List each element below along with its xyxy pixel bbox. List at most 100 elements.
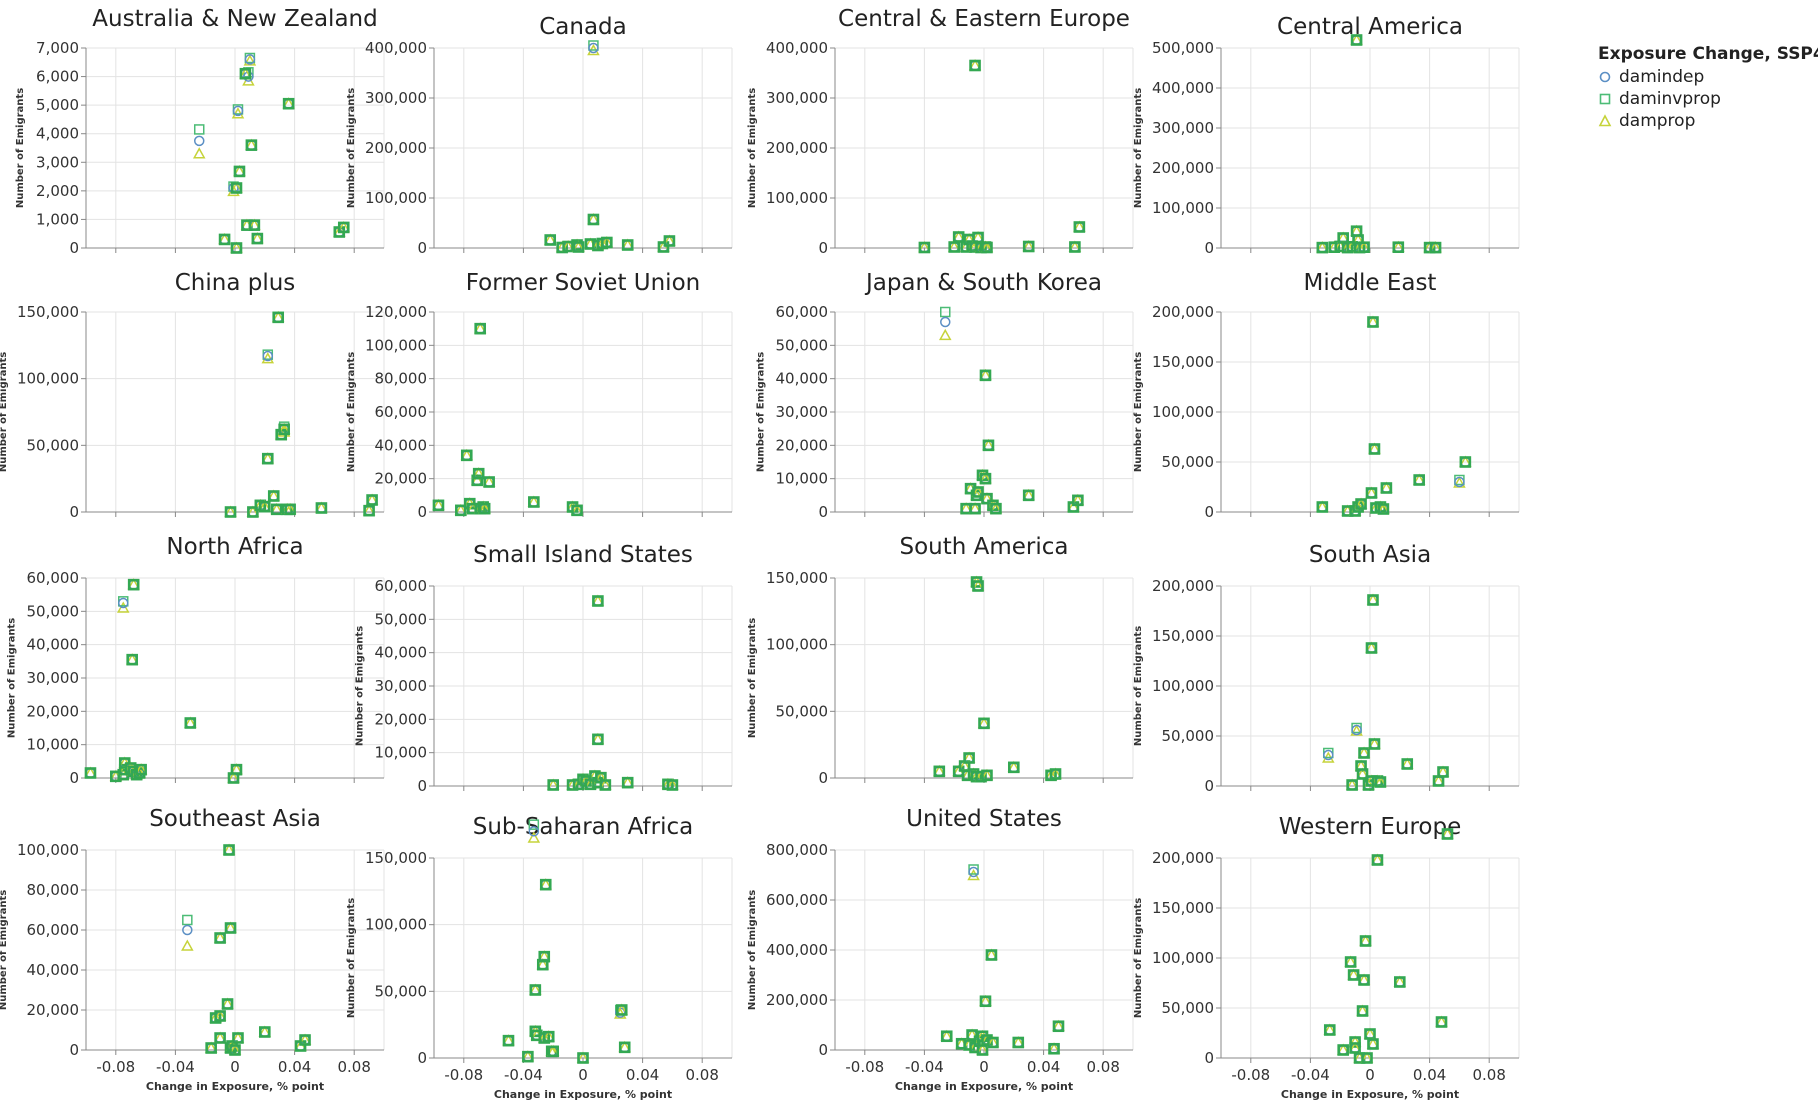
circle-marker-icon	[1598, 70, 1612, 84]
y-tick-label: 200,000	[1152, 849, 1214, 867]
panel: 0100,000200,000300,000400,000Number of E…	[747, 6, 1133, 257]
y-tick-label: 100,000	[17, 841, 79, 859]
y-tick-label: 300,000	[365, 89, 427, 107]
x-tick-label: 0	[578, 1066, 588, 1084]
y-tick-label: 100,000	[766, 189, 828, 207]
panel: 050,000100,000150,000200,000Number of Em…	[1133, 270, 1519, 521]
y-tick-label: 0	[818, 239, 828, 257]
x-tick-label: -0.08	[444, 1066, 483, 1084]
y-tick-label: 0	[1204, 239, 1214, 257]
panel: 0 10,000 20,000 30,000 40,000 50,000 60,000 Num…	[354, 542, 732, 795]
y-tick-label: 500,000	[1152, 39, 1214, 57]
y-tick-label: 400,000	[365, 39, 427, 57]
y-tick-label: 3,000	[36, 153, 79, 171]
panel-title: China plus	[175, 270, 296, 296]
x-tick-label: 0.08	[1472, 1066, 1505, 1084]
y-tick-label: 20,000	[776, 436, 829, 454]
y-tick-label: 150,000	[17, 303, 79, 321]
y-tick-label: 20,000	[27, 702, 80, 720]
x-tick-label: 0	[979, 1058, 989, 1076]
point-damprop	[182, 941, 192, 950]
y-tick-label: 100,000	[1152, 403, 1214, 421]
x-tick-label: 0.08	[1086, 1058, 1119, 1076]
x-tick-label: -0.04	[156, 1058, 195, 1076]
y-axis-title: Number of Emigrants	[747, 890, 758, 1010]
point-damindep	[941, 318, 950, 327]
panel: 0 10,000 20,000 30,000 40,000 50,000 60,000 Num…	[6, 534, 384, 787]
y-tick-label: 0	[69, 239, 79, 257]
y-tick-label: 40,000	[375, 436, 428, 454]
panel-title: Sub-Saharan Africa	[473, 814, 693, 840]
y-tick-label: 50,000	[776, 336, 829, 354]
y-tick-label: 200,000	[365, 139, 427, 157]
y-tick-label: 20,000	[27, 1001, 80, 1019]
legend-item-damindep: damindep	[1598, 66, 1818, 88]
panel-title: Small Island States	[473, 542, 693, 568]
panel: 050,000100,000150,000-0.08 -0.04 0 0.04 0.08…	[346, 814, 732, 1101]
panel: 050,000100,000150,000200,000-0.08 -0.04 0 0…	[1133, 814, 1519, 1101]
y-tick-label: 150,000	[1152, 627, 1214, 645]
x-tick-label: 0.04	[278, 1058, 311, 1076]
point-damprop	[940, 330, 950, 339]
x-tick-label: 0	[1365, 1066, 1375, 1084]
legend-label: damindep	[1619, 67, 1704, 87]
y-tick-label: 0	[417, 1049, 427, 1067]
y-tick-label: 0	[818, 1041, 828, 1059]
legend-title: Exposure Change, SSP4	[1598, 44, 1818, 64]
y-tick-label: 30,000	[375, 677, 428, 695]
y-axis-title: Number of Emigrants	[747, 88, 758, 208]
y-axis-title: Number of Emigrants	[346, 88, 357, 208]
panel-title: Central America	[1277, 14, 1463, 40]
y-tick-label: 100,000	[766, 636, 828, 654]
y-tick-label: 300,000	[1152, 119, 1214, 137]
panel-title: North Africa	[166, 534, 303, 560]
x-axis-title: Change in Exposure, % point	[494, 1088, 672, 1101]
panel-title: South America	[899, 534, 1068, 560]
y-tick-label: 200,000	[1152, 159, 1214, 177]
panel-title: United States	[906, 806, 1062, 832]
y-axis-title: Number of Emigrants	[346, 898, 357, 1018]
y-axis-title: Number of Emigrants	[1133, 898, 1144, 1018]
y-tick-label: 6,000	[36, 68, 79, 86]
y-tick-label: 0	[1204, 777, 1214, 795]
y-axis-title: Number of Emigrants	[0, 352, 9, 472]
y-tick-label: 5,000	[36, 96, 79, 114]
y-tick-label: 100,000	[1152, 949, 1214, 967]
panel: 050,000100,000150,000200,000Number of Em…	[1133, 542, 1519, 795]
y-tick-label: 0	[818, 503, 828, 521]
y-tick-label: 150,000	[766, 569, 828, 587]
square-marker-icon	[1598, 92, 1612, 106]
y-tick-label: 60,000	[375, 403, 428, 421]
panel: 050,000100,000150,000Number of Emigrants…	[0, 270, 384, 521]
y-tick-label: 100,000	[365, 916, 427, 934]
y-tick-label: 0	[69, 1041, 79, 1059]
y-tick-label: 200,000	[1152, 303, 1214, 321]
panel: 050,000100,000150,000Number of Emigrants…	[747, 534, 1133, 787]
panel: 0 100,000 200,000 300,000 400,000 500,000 Numb…	[1133, 14, 1519, 257]
y-tick-label: 100,000	[17, 370, 79, 388]
y-tick-label: 400,000	[766, 941, 828, 959]
panel: 0100,000200,000300,000400,000Number of E…	[346, 14, 732, 257]
y-tick-label: 0	[1204, 503, 1214, 521]
y-axis-title: Number of Emigrants	[747, 618, 758, 738]
panel-title: Former Soviet Union	[466, 270, 700, 296]
y-tick-label: 600,000	[766, 891, 828, 909]
legend-label: damprop	[1619, 111, 1695, 131]
y-axis-title: Number of Emigrants	[354, 626, 365, 746]
y-tick-label: 10,000	[776, 470, 829, 488]
y-tick-label: 0	[818, 769, 828, 787]
y-tick-label: 60,000	[375, 577, 428, 595]
y-tick-label: 20,000	[375, 710, 428, 728]
x-axis-title: Change in Exposure, % point	[146, 1080, 324, 1093]
y-tick-label: 40,000	[27, 636, 80, 654]
y-axis-title: Number of Emigrants	[6, 618, 17, 738]
y-tick-label: 150,000	[1152, 353, 1214, 371]
y-axis-title: Number of Emigrants	[755, 352, 766, 472]
x-tick-label: 0	[230, 1058, 240, 1076]
y-tick-label: 100,000	[365, 189, 427, 207]
y-tick-label: 0	[417, 777, 427, 795]
panel-title: Australia & New Zealand	[92, 6, 377, 32]
y-axis-title: Number of Emigrants	[15, 88, 26, 208]
y-tick-label: 200,000	[766, 991, 828, 1009]
x-tick-label: -0.04	[1291, 1066, 1330, 1084]
